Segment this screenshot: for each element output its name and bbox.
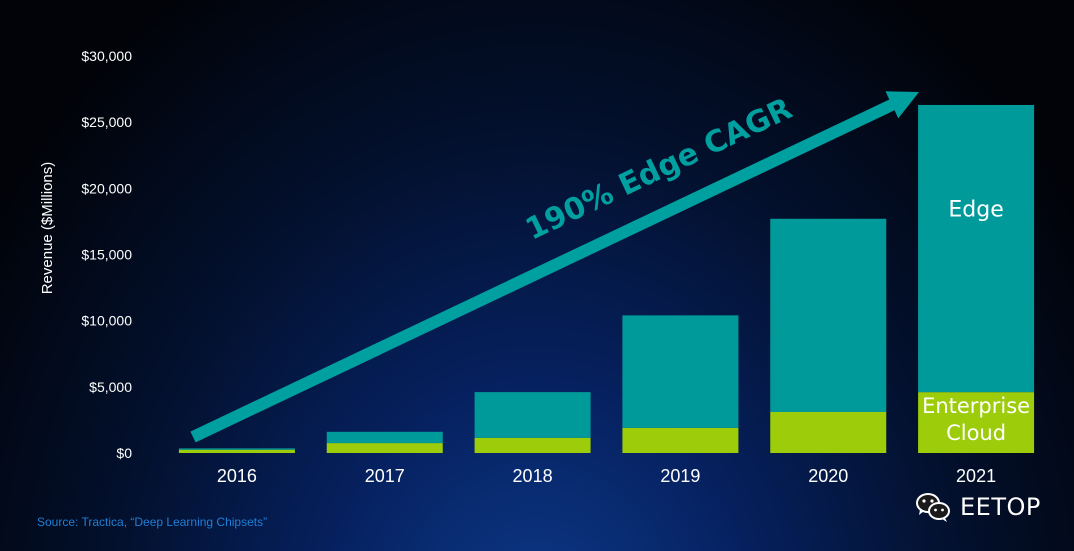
x-tick-label: 2018 [513, 466, 553, 486]
bar-edge-2020 [770, 218, 887, 412]
enterprise-cloud-series-label: Cloud [946, 421, 1006, 445]
y-axis: $0 $5,000 $10,000 $15,000 $20,000 $25,000 $30,… [81, 48, 132, 461]
bar-edge-2019 [622, 315, 739, 428]
bar-enterprise-cloud-2018 [474, 437, 591, 453]
bar-edge-2017 [326, 431, 443, 444]
wechat-icon [916, 493, 950, 522]
edge-series-label: Edge [948, 198, 1003, 223]
y-axis-title: Revenue ($Millions) [39, 162, 56, 295]
y-tick-label: $15,000 [81, 247, 132, 263]
y-tick-label: $0 [116, 445, 132, 461]
x-axis: 2016 2017 2018 2019 2020 2021 [217, 466, 996, 486]
y-tick-label: $5,000 [89, 379, 132, 395]
watermark-text: EETOP [960, 493, 1041, 521]
y-tick-label: $30,000 [81, 48, 132, 64]
enterprise-cloud-series-label: Enterprise [922, 394, 1030, 418]
y-tick-label: $20,000 [81, 180, 132, 196]
y-tick-label: $10,000 [81, 313, 132, 329]
cagr-arrow-shape [190, 91, 919, 443]
source-citation: Source: Tractica, “Deep Learning Chipset… [37, 515, 268, 529]
x-tick-label: 2021 [956, 466, 996, 486]
bar-enterprise-cloud-2021 [918, 392, 1035, 453]
bars-group [178, 104, 1035, 453]
bar-enterprise-cloud-2017 [326, 443, 443, 453]
x-tick-label: 2020 [808, 466, 848, 486]
x-tick-label: 2016 [217, 466, 257, 486]
x-tick-label: 2017 [365, 466, 405, 486]
y-tick-label: $25,000 [81, 114, 132, 130]
bar-enterprise-cloud-2016 [178, 449, 295, 453]
bar-enterprise-cloud-2019 [622, 427, 739, 453]
bar-edge-2016 [178, 448, 295, 450]
x-tick-label: 2019 [660, 466, 700, 486]
watermark: EETOP [914, 489, 1041, 525]
bar-enterprise-cloud-2020 [770, 411, 887, 453]
bar-edge-2018 [474, 392, 591, 438]
series-labels: Edge Enterprise Cloud [922, 198, 1030, 446]
bar-edge-2021 [918, 104, 1035, 393]
